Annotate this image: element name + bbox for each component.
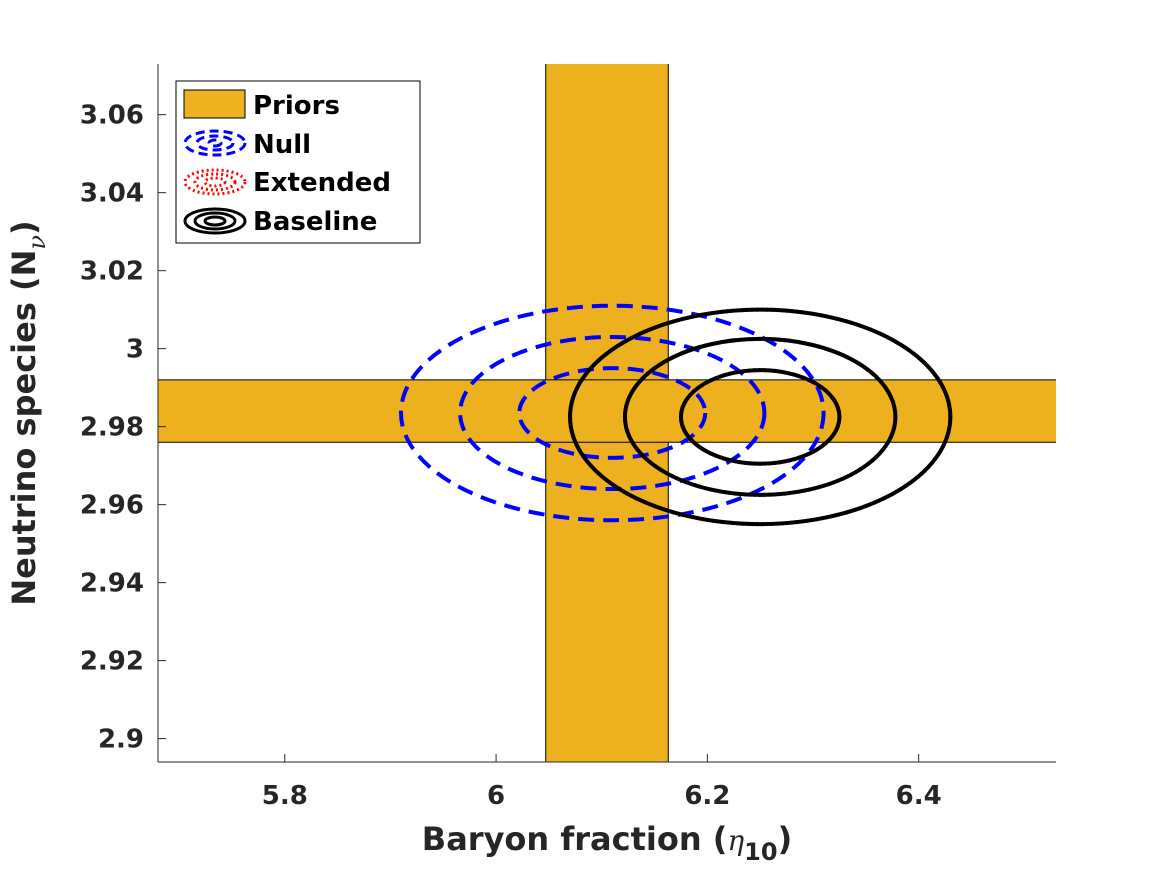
baseline-contour-2 bbox=[622, 336, 898, 497]
baseline-contour-3 bbox=[568, 307, 953, 527]
x-axis-title-symbol: η bbox=[727, 824, 744, 857]
x-tick-label: 5.8 bbox=[262, 781, 308, 811]
y-tick-label: 2.9 bbox=[98, 725, 144, 755]
y-tick-label: 3 bbox=[126, 335, 144, 365]
y-axis-title-subscript: ν bbox=[23, 235, 51, 250]
legend-swatch-priors bbox=[183, 89, 246, 119]
null-contour-3 bbox=[398, 303, 826, 523]
legend-swatch-baseline bbox=[183, 207, 247, 235]
y-tick-label: 2.94 bbox=[80, 569, 144, 599]
axes bbox=[157, 64, 1056, 763]
baseline-contour-1 bbox=[678, 368, 842, 466]
legend: Priors Null Extended Baseline bbox=[175, 80, 421, 244]
y-axis-title: Neutrino species (Nν) bbox=[5, 220, 51, 605]
y-tick-label: 2.96 bbox=[80, 491, 144, 521]
prior-band-horizontal bbox=[158, 379, 1056, 443]
legend-swatch-null bbox=[183, 129, 247, 157]
y-tick-label: 3.06 bbox=[80, 101, 144, 131]
x-axis-title: Baryon fraction (η10) bbox=[422, 820, 792, 866]
y-tick-label: 3.04 bbox=[80, 179, 144, 209]
y-tick-label: 2.98 bbox=[80, 413, 144, 443]
x-tick-labels: 5.8 6 6.2 6.4 bbox=[262, 781, 942, 811]
legend-swatch-extended bbox=[183, 168, 247, 196]
y-tick-labels: 2.9 2.92 2.94 2.96 2.98 3 3.02 3.04 3.06 bbox=[80, 101, 144, 755]
x-axis-title-main: Baryon fraction ( bbox=[422, 820, 728, 858]
y-tick-label: 3.02 bbox=[80, 257, 144, 287]
x-tick-label: 6.4 bbox=[896, 781, 942, 811]
legend-label-baseline: Baseline bbox=[253, 207, 377, 237]
y-axis-title-close: ) bbox=[5, 220, 43, 235]
y-axis-title-main: Neutrino species (N bbox=[5, 250, 43, 606]
x-tick-label: 6.2 bbox=[684, 781, 730, 811]
legend-label-extended: Extended bbox=[253, 168, 391, 198]
x-tick-label: 6 bbox=[487, 781, 505, 811]
null-contour-1 bbox=[517, 366, 708, 460]
legend-label-null: Null bbox=[253, 130, 311, 160]
y-tick-label: 2.92 bbox=[80, 647, 144, 677]
priors-bands bbox=[158, 64, 1056, 762]
null-contour-2 bbox=[458, 334, 767, 492]
contour-layer bbox=[398, 303, 953, 527]
x-axis-title-subscript: 10 bbox=[744, 838, 777, 866]
x-axis-title-close: ) bbox=[778, 820, 793, 858]
legend-label-priors: Priors bbox=[253, 91, 340, 121]
